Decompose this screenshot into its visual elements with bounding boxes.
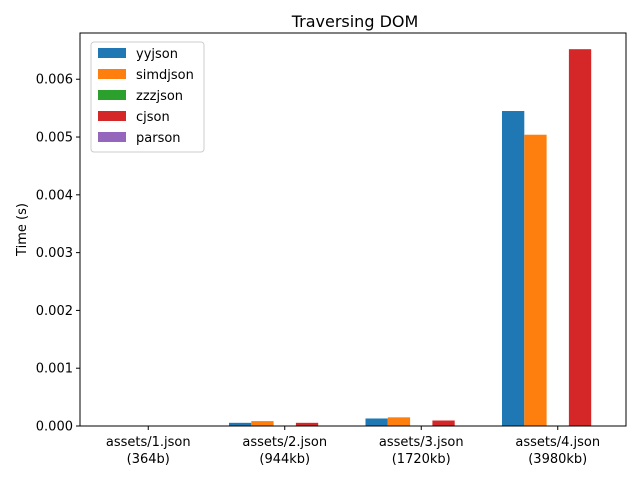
- bar-cjson-3: [432, 420, 455, 426]
- bar-yyjson-2: [229, 422, 252, 426]
- plot-frame: [79, 32, 627, 427]
- bar-yyjson-3: [365, 418, 388, 426]
- x-axis: assets/1.json (364b) assets/2.json (944kb) a…: [106, 426, 600, 467]
- legend-label-simdjson: simdjson: [136, 68, 194, 83]
- y-axis: 0.000 0.001 0.002 0.003 0.004 0.005 0.006: [36, 73, 80, 435]
- bars-group: [92, 49, 592, 427]
- y-tick-label: 0.000: [36, 420, 73, 435]
- legend-swatch-simdjson: [98, 69, 126, 79]
- y-axis-label: Time (s): [15, 203, 30, 257]
- x-tick-sublabel: (1720kb): [392, 452, 451, 467]
- y-tick-label: 0.004: [36, 188, 73, 203]
- y-tick-label: 0.003: [36, 246, 73, 261]
- legend-label-zzzjson: zzzjson: [136, 89, 183, 104]
- bar-cjson-4: [568, 49, 592, 427]
- legend-swatch-yyjson: [98, 48, 126, 58]
- x-tick-label: assets/2.json: [242, 435, 327, 450]
- y-tick-label: 0.006: [36, 73, 73, 88]
- x-tick-sublabel: (944kb): [259, 452, 310, 467]
- bar-simdjson-3: [387, 417, 411, 426]
- x-tick-label: assets/3.json: [379, 435, 464, 450]
- legend-label-cjson: cjson: [136, 110, 170, 125]
- y-tick-label: 0.001: [36, 362, 73, 377]
- legend-label-parson: parson: [136, 131, 181, 146]
- chart-title: Traversing DOM: [291, 12, 419, 31]
- bar-simdjson-4: [524, 134, 547, 426]
- legend-label-yyjson: yyjson: [136, 47, 178, 62]
- bar-cjson-2: [295, 422, 319, 426]
- legend: yyjson simdjson zzzjson cjson parson: [90, 41, 205, 153]
- legend-swatch-cjson: [98, 111, 126, 121]
- legend-swatch-zzzjson: [98, 90, 126, 100]
- bar-simdjson-2: [251, 421, 274, 426]
- y-tick-label: 0.002: [36, 304, 73, 319]
- bar-yyjson-4: [502, 111, 525, 427]
- legend-swatch-parson: [98, 132, 126, 142]
- x-tick-label: assets/1.json: [106, 435, 191, 450]
- y-tick-label: 0.005: [36, 131, 73, 146]
- x-tick-sublabel: (3980kb): [528, 452, 587, 467]
- x-tick-label: assets/4.json: [515, 435, 600, 450]
- x-tick-sublabel: (364b): [127, 452, 170, 467]
